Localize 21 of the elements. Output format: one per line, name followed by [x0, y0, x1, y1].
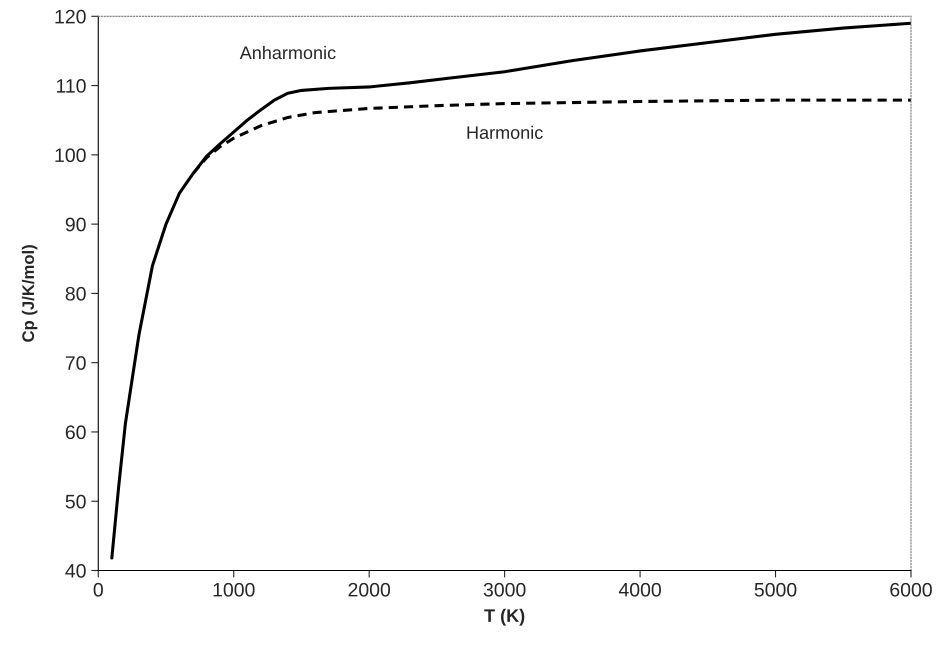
y-tick-label: 40 — [65, 564, 86, 578]
x-tick-label: 2000 — [348, 582, 390, 597]
y-tick-label: 70 — [66, 356, 86, 370]
y-tick-label: 90 — [66, 218, 86, 232]
y-tick-label: 60 — [66, 425, 86, 440]
line-series — [110, 22, 911, 560]
y-tick-label: 80 — [66, 286, 86, 301]
y-tick-label: 50 — [66, 494, 86, 508]
series-label: Anharmonic — [240, 46, 336, 60]
x-tick-label: 4000 — [618, 582, 661, 597]
x-axis-title: T (K) — [484, 608, 524, 626]
y-tick-label: 110 — [56, 79, 86, 93]
y-axis-title: Cp (J/K/mol) — [22, 245, 38, 342]
x-tick-label: 5000 — [754, 582, 796, 597]
series-label: Harmonic — [467, 126, 543, 139]
y-tick-label: 100 — [56, 148, 86, 162]
x-tick-label: 1000 — [214, 582, 255, 597]
y-tick-label: 120 — [56, 10, 86, 24]
x-tick-label: 0 — [94, 582, 103, 597]
x-tick-label: 6000 — [890, 582, 932, 597]
x-tick-label: 3000 — [484, 582, 526, 597]
